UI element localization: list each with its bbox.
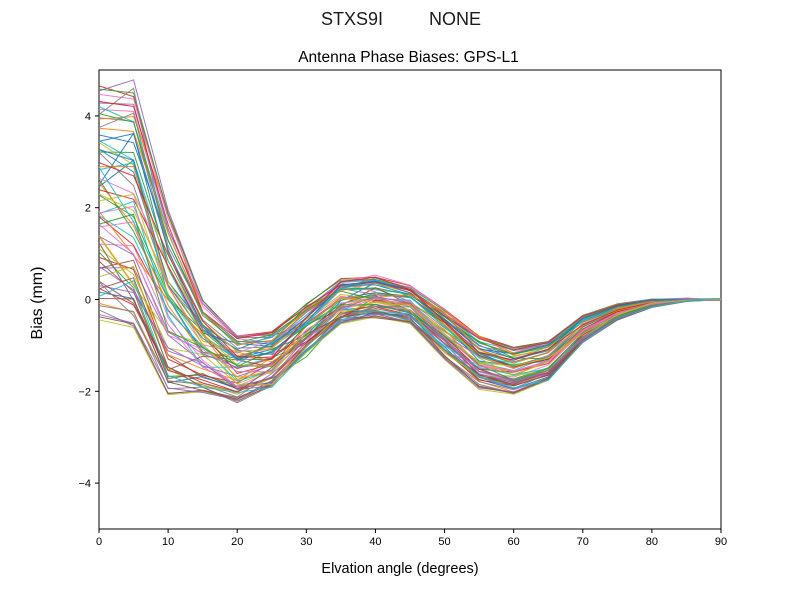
svg-text:0: 0: [85, 295, 91, 307]
svg-text:60: 60: [508, 536, 520, 548]
svg-text:4: 4: [85, 111, 91, 123]
svg-text:70: 70: [577, 536, 589, 548]
svg-text:50: 50: [438, 536, 450, 548]
svg-text:40: 40: [369, 536, 381, 548]
svg-text:2: 2: [85, 203, 91, 215]
svg-text:−4: −4: [78, 478, 91, 490]
svg-text:10: 10: [162, 536, 174, 548]
svg-text:−2: −2: [78, 386, 91, 398]
svg-text:80: 80: [646, 536, 658, 548]
svg-text:90: 90: [715, 536, 727, 548]
svg-text:20: 20: [231, 536, 243, 548]
svg-text:0: 0: [96, 536, 102, 548]
svg-text:30: 30: [300, 536, 312, 548]
